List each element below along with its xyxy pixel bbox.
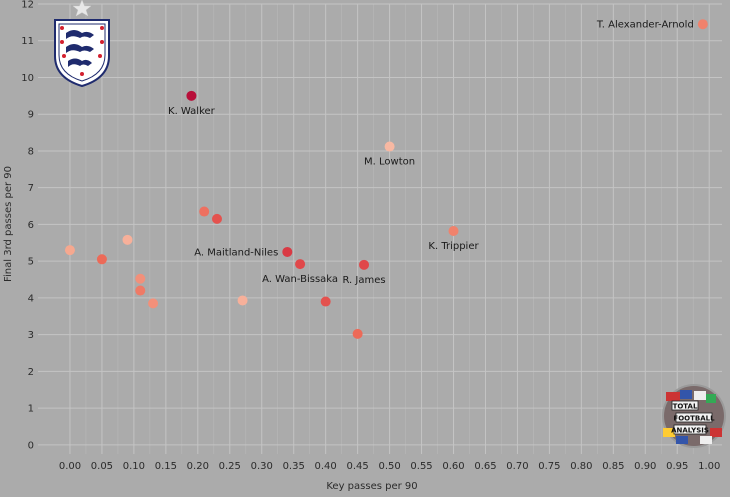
- y-tick-label: 0: [28, 440, 34, 451]
- x-tick-label: 0.10: [123, 461, 145, 472]
- grid-layer: [38, 3, 722, 454]
- point-label: M. Lowton: [364, 157, 415, 168]
- y-tick-label: 12: [21, 0, 34, 11]
- logo-text-football: FOOTBALL: [673, 415, 715, 423]
- y-tick-label: 7: [28, 183, 34, 194]
- x-tick-label: 0.55: [410, 461, 432, 472]
- y-tick-label: 11: [21, 36, 34, 47]
- scatter-point: [697, 19, 708, 30]
- y-tick-label: 5: [28, 257, 34, 268]
- x-axis-label: Key passes per 90: [326, 481, 417, 492]
- x-tick-label: 0.85: [602, 461, 624, 472]
- x-tick-label: 0.35: [283, 461, 305, 472]
- x-tick-label: 0.30: [251, 461, 273, 472]
- scatter-point: [352, 328, 363, 339]
- x-tick-label: 0.00: [59, 461, 81, 472]
- logo-text-analysis: ANALYSIS: [671, 427, 709, 435]
- scatter-point: [199, 206, 210, 217]
- x-tick-label: 0.05: [91, 461, 113, 472]
- scatter-point: [237, 295, 248, 306]
- x-tick-label: 0.70: [506, 461, 528, 472]
- x-tick-label: 0.40: [315, 461, 337, 472]
- scatter-point: [359, 259, 370, 270]
- point-label: K. Trippier: [428, 241, 479, 252]
- y-tick-label: 3: [28, 330, 34, 341]
- scatter-point: [320, 296, 331, 307]
- scatter-point: [135, 273, 146, 284]
- x-tick-label: 0.80: [570, 461, 592, 472]
- point-labels: T. Alexander-Arnold K. Walker M. Lowton K. …: [168, 20, 694, 286]
- x-tick-label: 0.90: [634, 461, 656, 472]
- y-tick-label: 1: [28, 404, 34, 415]
- logo-text-total: TOTAL: [673, 403, 698, 411]
- star-icon: [72, 0, 92, 17]
- scatter-point: [186, 90, 197, 101]
- total-football-analysis-logo: TOTAL FOOTBALL ANALYSIS: [662, 384, 726, 448]
- x-tick-labels: 0.00 0.05 0.10 0.15 0.20 0.25 0.30 0.35 0.40 0.45…: [59, 461, 721, 472]
- scatter-point: [122, 234, 133, 245]
- x-tick-label: 0.15: [155, 461, 177, 472]
- y-tick-label: 2: [28, 367, 34, 378]
- scatter-point: [135, 285, 146, 296]
- y-axis-label: Final 3rd passes per 90: [3, 166, 14, 282]
- scatter-point: [448, 226, 459, 237]
- y-tick-label: 4: [28, 293, 34, 304]
- y-tick-label: 6: [28, 220, 34, 231]
- x-tick-label: 1.00: [698, 461, 720, 472]
- x-tick-label: 0.45: [346, 461, 368, 472]
- scatter-point: [384, 141, 395, 152]
- point-label: K. Walker: [168, 106, 216, 117]
- x-tick-label: 0.65: [474, 461, 496, 472]
- scatter-point: [282, 246, 293, 257]
- x-tick-label: 0.75: [538, 461, 560, 472]
- scatter-point: [148, 298, 159, 309]
- x-tick-label: 0.95: [666, 461, 688, 472]
- y-tick-label: 9: [28, 110, 34, 121]
- scatter-point: [64, 245, 75, 256]
- x-tick-label: 0.20: [187, 461, 209, 472]
- point-label: R. James: [342, 275, 385, 286]
- point-label: A. Wan-Bissaka: [262, 274, 338, 285]
- x-tick-label: 0.50: [378, 461, 400, 472]
- scatter-point: [96, 254, 107, 265]
- y-tick-label: 10: [21, 73, 34, 84]
- point-label: A. Maitland-Niles: [194, 247, 278, 258]
- x-tick-label: 0.25: [219, 461, 241, 472]
- y-tick-label: 8: [28, 146, 34, 157]
- england-crest-logo: [54, 0, 110, 88]
- scatter-point: [211, 213, 222, 224]
- x-tick-label: 0.60: [442, 461, 464, 472]
- point-label: T. Alexander-Arnold: [596, 20, 694, 31]
- scatter-point: [295, 259, 306, 270]
- data-points: [64, 19, 708, 339]
